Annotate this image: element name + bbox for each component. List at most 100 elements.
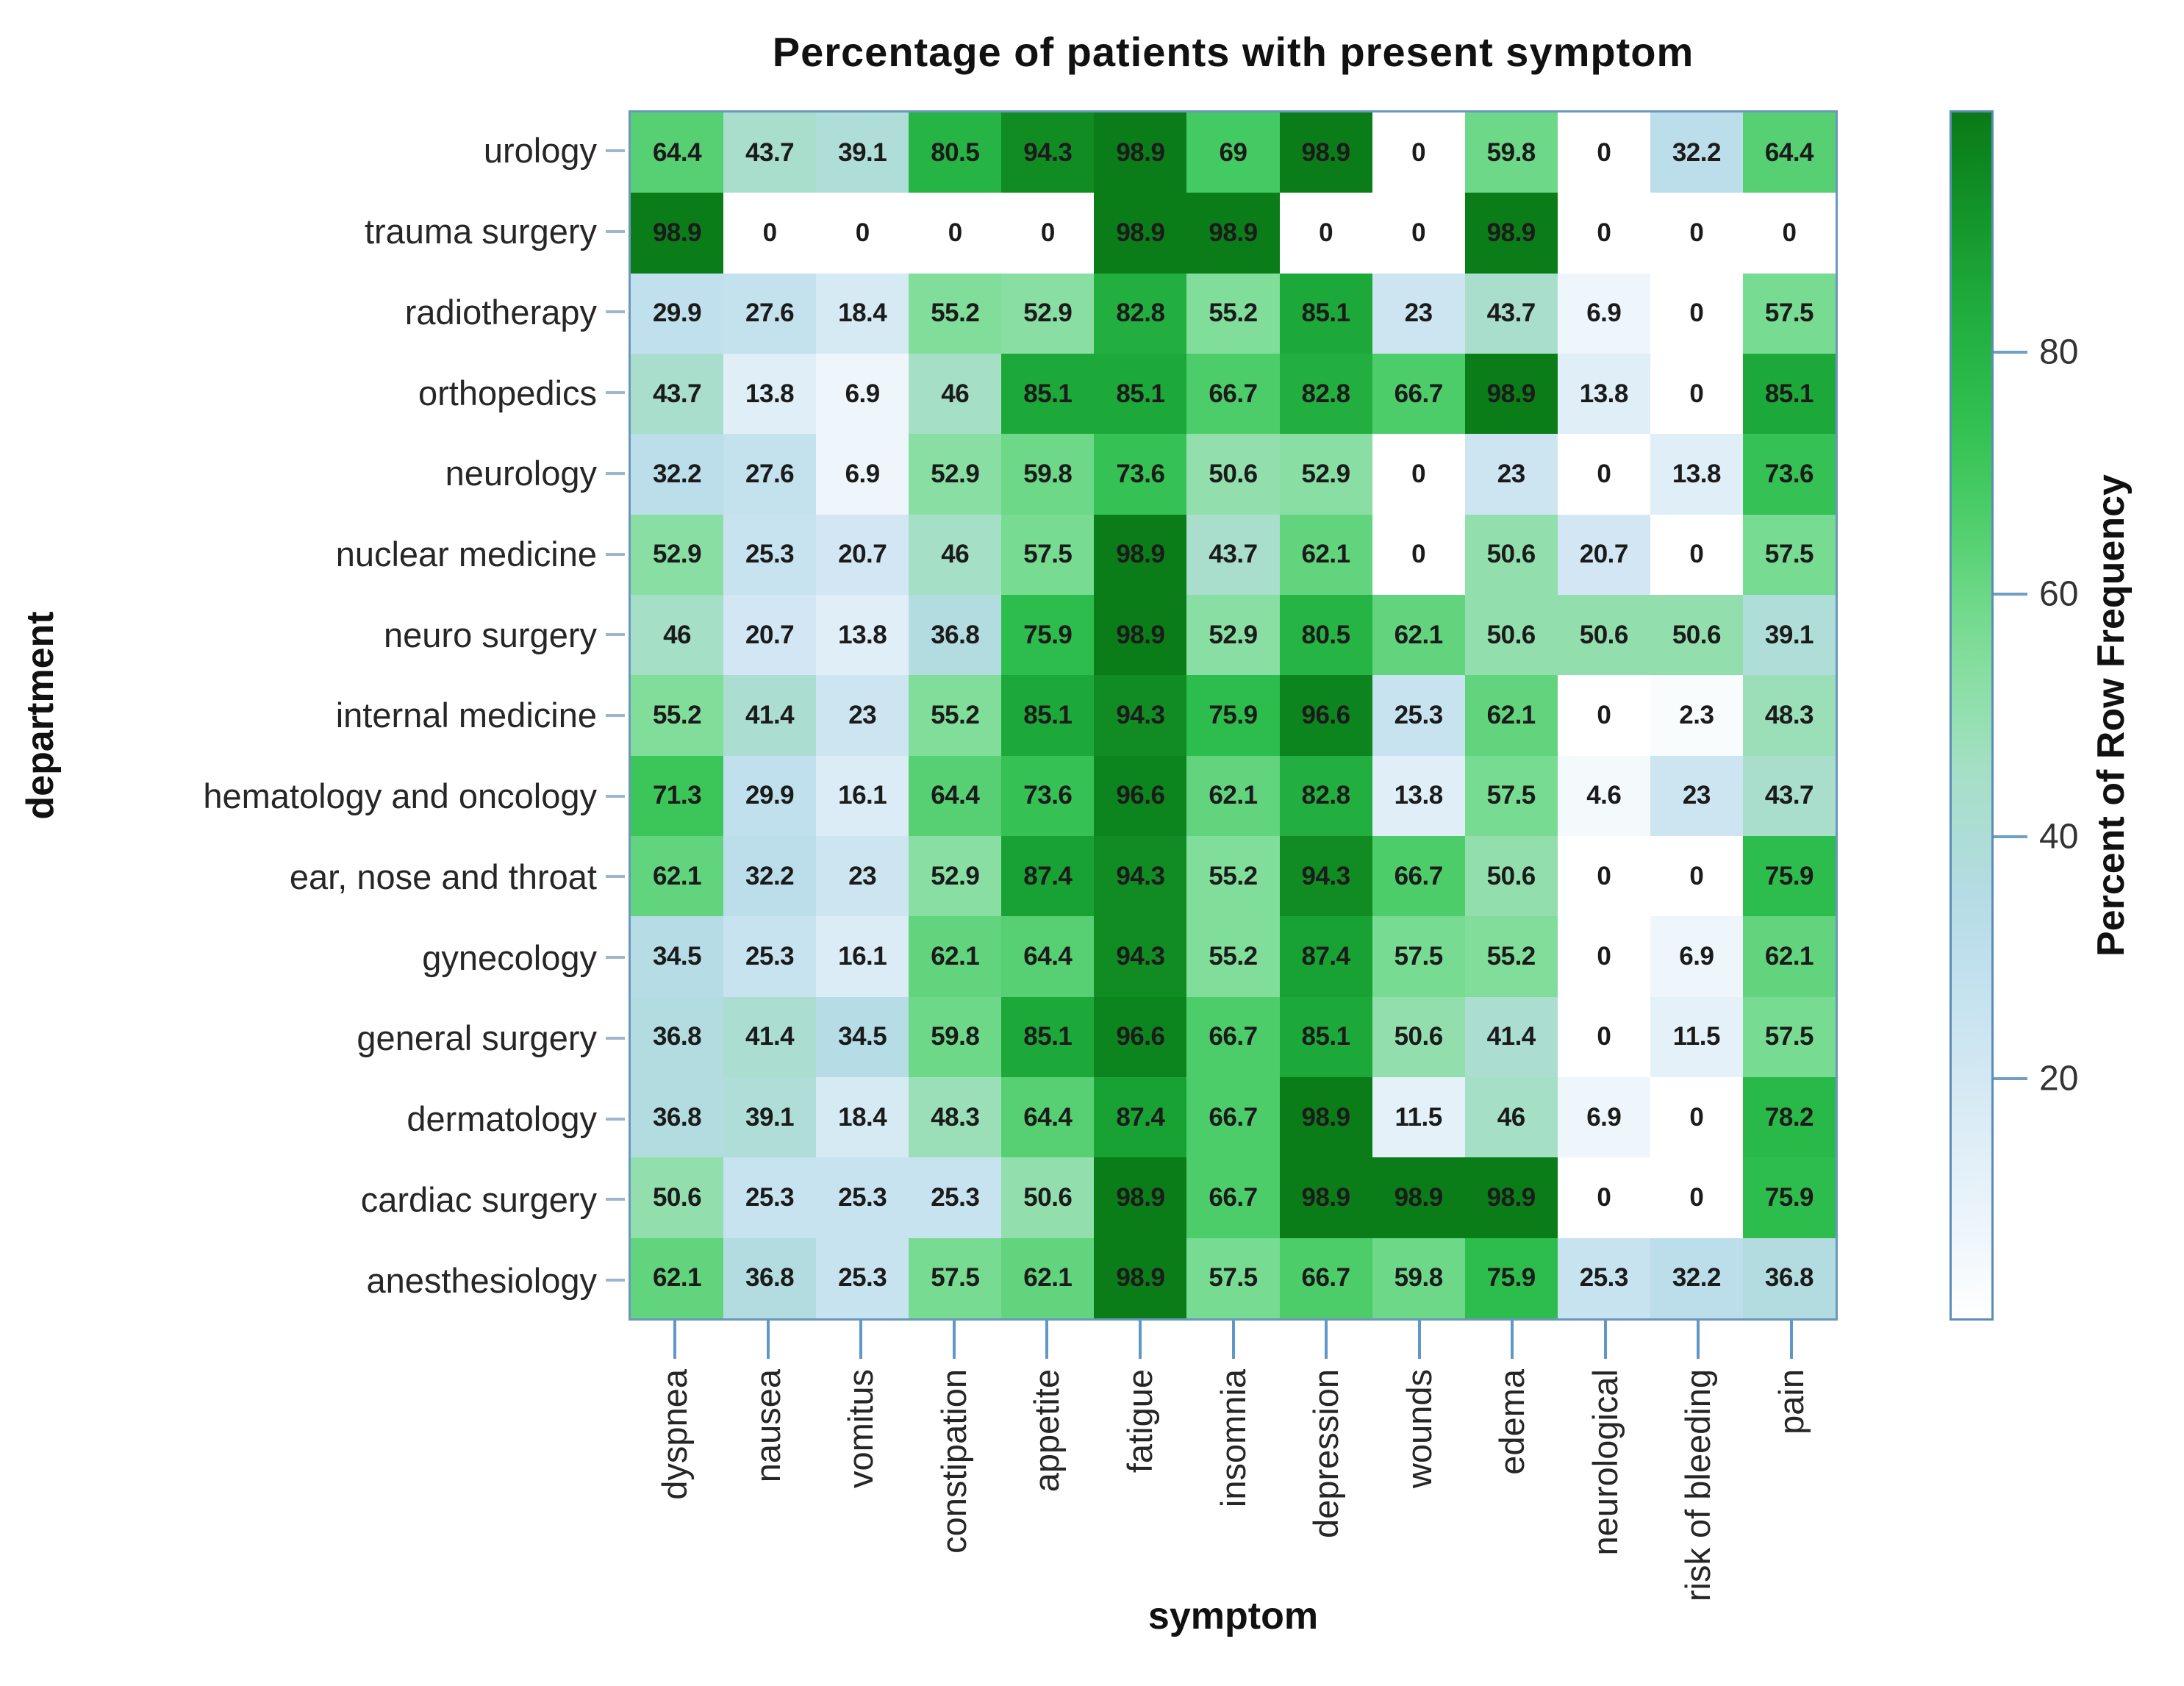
heatmap-cell: 13.8 (1372, 755, 1465, 836)
heatmap-cell: 25.3 (816, 1237, 909, 1318)
heatmap-cell: 36.8 (723, 1237, 817, 1318)
heatmap-cell: 57.5 (1186, 1237, 1280, 1318)
heatmap-cell: 0 (1650, 193, 1743, 274)
x-tick (1417, 1321, 1421, 1359)
heatmap-cell: 23 (816, 675, 909, 756)
row-label: urology (483, 131, 597, 171)
heatmap-cell: 50.6 (1186, 434, 1280, 515)
heatmap-cell: 82.8 (1279, 354, 1372, 435)
heatmap-cell: 94.3 (1279, 836, 1372, 917)
heatmap-cell: 66.7 (1279, 1237, 1372, 1318)
heatmap-cell: 62.1 (1001, 1237, 1095, 1318)
y-tick (606, 229, 625, 233)
heatmap-cell: 64.4 (1001, 916, 1095, 997)
heatmap-cell: 25.3 (909, 1157, 1002, 1238)
heatmap-cell: 13.8 (1650, 434, 1743, 515)
heatmap-cell: 16.1 (816, 755, 909, 836)
heatmap-cell: 98.9 (631, 193, 724, 274)
heatmap-cell: 0 (816, 193, 909, 274)
x-tick (766, 1321, 770, 1359)
heatmap-cell: 85.1 (1001, 996, 1095, 1077)
heatmap-cell: 96.6 (1094, 755, 1187, 836)
row-label: gynecology (422, 937, 597, 977)
row-label: neuro surgery (384, 615, 597, 654)
heatmap-cell: 71.3 (631, 755, 724, 836)
heatmap-cell: 16.1 (816, 916, 909, 997)
heatmap-cell: 98.9 (1094, 193, 1187, 274)
x-axis-title: symptom (1148, 1595, 1319, 1637)
heatmap-cell: 64.4 (1001, 1077, 1095, 1158)
heatmap-cell: 73.6 (1001, 755, 1095, 836)
heatmap-cell: 98.9 (1094, 112, 1187, 193)
heatmap-cell: 25.3 (1557, 1237, 1650, 1318)
y-tick (606, 956, 625, 960)
heatmap-cell: 78.2 (1742, 1077, 1836, 1158)
heatmap-cell: 13.8 (1557, 354, 1650, 435)
heatmap-cell: 98.9 (1094, 514, 1187, 595)
heatmap-cell: 94.3 (1094, 916, 1187, 997)
heatmap-cell: 25.3 (723, 916, 817, 997)
heatmap-cell: 50.6 (1650, 595, 1743, 676)
y-tick (606, 1117, 625, 1121)
heatmap-cell: 55.2 (909, 273, 1002, 354)
heatmap-cell: 57.5 (1742, 514, 1836, 595)
heatmap-cell: 75.9 (1742, 1157, 1836, 1238)
y-tick (606, 1279, 625, 1282)
heatmap-cell: 13.8 (723, 354, 817, 435)
heatmap-cell: 0 (1372, 193, 1465, 274)
heatmap-cell: 62.1 (1742, 916, 1836, 997)
heatmap-cell: 18.4 (816, 273, 909, 354)
heatmap-cell: 0 (1001, 193, 1095, 274)
row-label: hematology and oncology (203, 776, 597, 816)
heatmap-cell: 98.9 (1186, 193, 1280, 274)
heatmap-cell: 94.3 (1001, 112, 1095, 193)
heatmap-cell: 32.2 (723, 836, 817, 917)
heatmap-cell: 43.7 (631, 354, 724, 435)
heatmap-cell: 46 (1464, 1077, 1558, 1158)
heatmap-cell: 87.4 (1279, 916, 1372, 997)
heatmap-cell: 0 (1557, 434, 1650, 515)
heatmap-cell: 57.5 (1464, 755, 1558, 836)
heatmap-cell: 27.6 (723, 273, 817, 354)
heatmap-cell: 0 (1742, 193, 1836, 274)
heatmap-cell: 0 (1557, 836, 1650, 917)
colorbar-gradient (1952, 112, 1991, 1318)
heatmap-cell: 0 (1372, 112, 1465, 193)
heatmap-cell: 57.5 (1742, 273, 1836, 354)
heatmap-cell: 96.6 (1279, 675, 1372, 756)
heatmap-cell: 2.3 (1650, 675, 1743, 756)
heatmap-cell: 39.1 (816, 112, 909, 193)
heatmap-cell: 75.9 (1464, 1237, 1558, 1318)
heatmap-cell: 0 (1557, 675, 1650, 756)
heatmap-cell: 66.7 (1186, 354, 1280, 435)
y-tick (606, 633, 625, 637)
heatmap-cell: 36.8 (909, 595, 1002, 676)
heatmap-cell: 0 (723, 193, 817, 274)
heatmap-cell: 75.9 (1001, 595, 1095, 676)
colorbar-tick-label: 80 (2039, 332, 2079, 372)
row-label: trauma surgery (364, 212, 597, 251)
row-label: dermatology (407, 1099, 597, 1139)
heatmap-cell: 6.9 (1557, 273, 1650, 354)
heatmap-cell: 0 (1372, 514, 1465, 595)
colorbar-tick (1994, 593, 2027, 596)
y-tick (606, 310, 625, 314)
heatmap-cell: 98.9 (1094, 1157, 1187, 1238)
heatmap-cell: 64.4 (1742, 112, 1836, 193)
heatmap-cell: 98.9 (1464, 354, 1558, 435)
heatmap-cell: 55.2 (909, 675, 1002, 756)
heatmap-cell: 32.2 (1650, 1237, 1743, 1318)
heatmap-cell: 0 (1557, 193, 1650, 274)
heatmap-cell: 0 (1650, 1077, 1743, 1158)
heatmap-cell: 52.9 (1186, 595, 1280, 676)
heatmap-cell: 48.3 (1742, 675, 1836, 756)
row-label: orthopedics (418, 373, 597, 412)
row-label: general surgery (357, 1018, 597, 1058)
heatmap-cell: 29.9 (723, 755, 817, 836)
heatmap-cell: 62.1 (631, 836, 724, 917)
heatmap-cell: 80.5 (1279, 595, 1372, 676)
heatmap-cell: 52.9 (1279, 434, 1372, 515)
x-tick (1138, 1321, 1142, 1359)
heatmap-cell: 0 (1650, 836, 1743, 917)
heatmap-cell: 64.4 (631, 112, 724, 193)
